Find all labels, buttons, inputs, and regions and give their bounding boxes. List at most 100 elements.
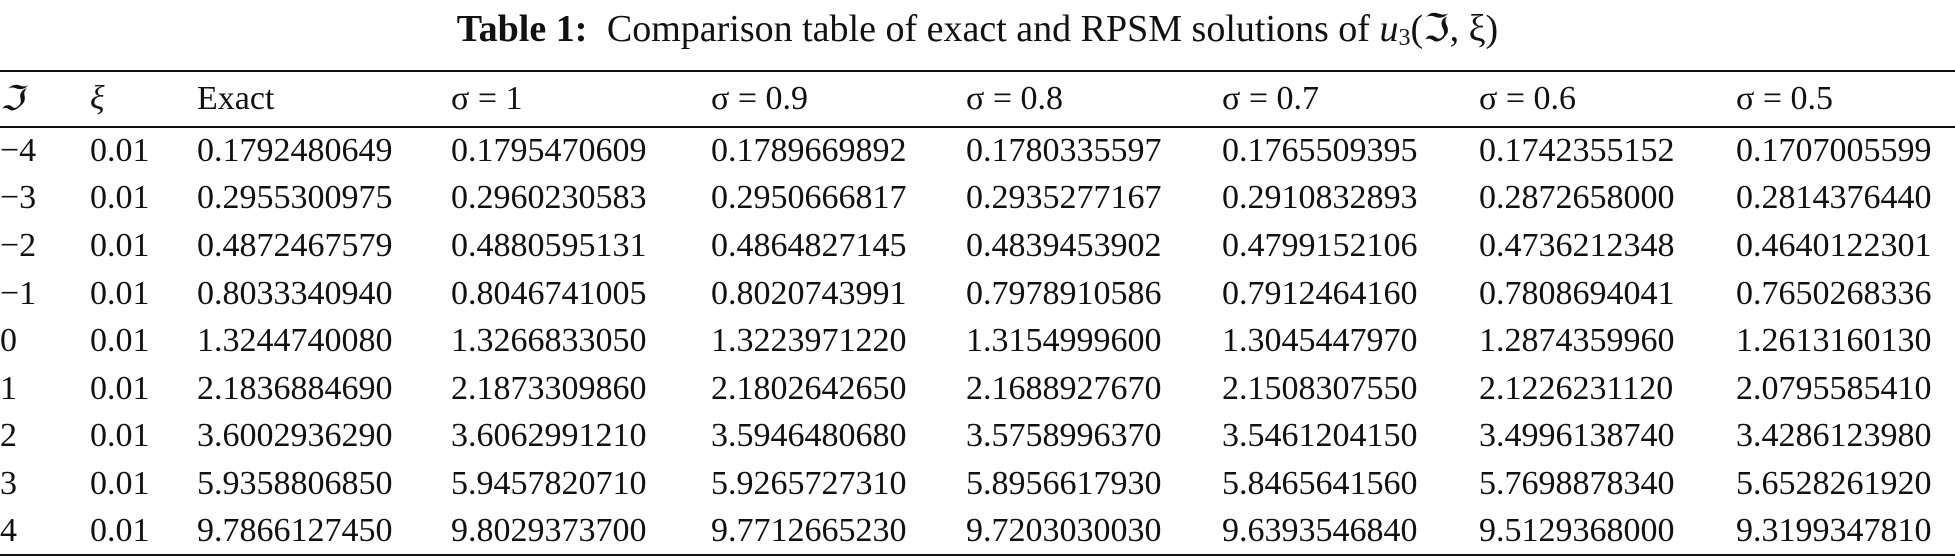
table-cell: 0.4839453902 [966, 226, 1162, 264]
table-cell: 2.1226231120 [1479, 369, 1674, 407]
table-cell: 3.5758996370 [966, 417, 1162, 455]
table-cell: 0.4799152106 [1222, 226, 1418, 264]
header-cell: σ = 0.5 [1736, 80, 1834, 117]
table-cell: 9.7712665230 [711, 512, 907, 550]
table-cell: 1.3266833050 [451, 322, 647, 360]
table-cell: 5.8465641560 [1222, 464, 1418, 502]
table-cell: 0.01 [90, 132, 150, 170]
table-cell: 0.01 [90, 512, 150, 550]
caption-label: Table 1: [456, 8, 588, 50]
table-cell: 2.1508307550 [1222, 369, 1418, 407]
table-cell: 3.5946480680 [711, 417, 907, 455]
table-cell: 9.3199347810 [1736, 512, 1932, 550]
header-cell: ξ [90, 80, 105, 117]
table-cell: 0.01 [90, 274, 150, 312]
table-cell: 0.4880595131 [451, 226, 647, 264]
caption-subscript: 3 [1398, 25, 1411, 51]
table-cell: 0.1780335597 [966, 132, 1162, 170]
table-row: 1 0.01 2.1836884690 2.1873309860 2.180264265… [0, 365, 1955, 413]
table-cell: 4 [0, 512, 17, 550]
table-cell: 1.2874359960 [1479, 322, 1675, 360]
table-cell: 5.9457820710 [451, 464, 647, 502]
table-cell: 0.4640122301 [1736, 226, 1932, 264]
table-row: −3 0.01 0.2955300975 0.2960230583 0.29506668… [0, 175, 1955, 223]
table-cell: 3.6002936290 [197, 417, 393, 455]
table-cell: 0.2950666817 [711, 179, 907, 217]
table-cell: 0.7808694041 [1479, 274, 1675, 312]
table-cell: 0.01 [90, 464, 150, 502]
table-cell: 1.3045447970 [1222, 322, 1418, 360]
table-cell: 3.6062991210 [451, 417, 647, 455]
table-cell: 9.5129368000 [1479, 512, 1675, 550]
table-cell: 0.2910832893 [1222, 179, 1418, 217]
caption-function: u [1379, 8, 1399, 50]
header-cell: σ = 0.7 [1222, 80, 1320, 117]
table-row: 2 0.01 3.6002936290 3.6062991210 3.594648068… [0, 413, 1955, 461]
table-cell: 0.2955300975 [197, 179, 393, 217]
table-cell: 0.8033340940 [197, 274, 393, 312]
table-cell: 5.8956617930 [966, 464, 1162, 502]
table-cell: 2.1688927670 [966, 369, 1162, 407]
table-row: 0 0.01 1.3244740080 1.3266833050 1.322397122… [0, 317, 1955, 365]
table-cell: 0.01 [90, 179, 150, 217]
table-cell: 5.9358806850 [197, 464, 393, 502]
table-cell: 2.1873309860 [451, 369, 647, 407]
table-cell: 0.1789669892 [711, 132, 907, 170]
table-cell: 0.7978910586 [966, 274, 1162, 312]
table-row: 3 0.01 5.9358806850 5.9457820710 5.926572731… [0, 460, 1955, 508]
table-cell: 0.01 [90, 417, 150, 455]
table-cell: 0.4864827145 [711, 226, 907, 264]
table-cell: 5.9265727310 [711, 464, 907, 502]
table-cell: 2.0795585410 [1736, 369, 1932, 407]
table-cell: 0.01 [90, 322, 150, 360]
header-cell: σ = 0.6 [1479, 80, 1577, 117]
table-cell: 2.1802642650 [711, 369, 907, 407]
table-body: −4 0.01 0.1792480649 0.1795470609 0.17896698… [0, 127, 1955, 556]
table-cell: 0.2872658000 [1479, 179, 1675, 217]
table-cell: 5.7698878340 [1479, 464, 1675, 502]
table-cell: 0.8046741005 [451, 274, 647, 312]
header-cell: ℑ [0, 81, 24, 118]
table-cell: 1.3244740080 [197, 322, 393, 360]
table-cell: 0.1765509395 [1222, 132, 1418, 170]
table-cell: 0.1742355152 [1479, 132, 1675, 170]
table-cell: −3 [0, 179, 37, 217]
header-cell: σ = 1 [451, 80, 523, 117]
table-cell: 1.2613160130 [1736, 322, 1932, 360]
table-cell: 0.01 [90, 226, 150, 264]
table-cell: 0.01 [90, 369, 150, 407]
table-cell: 2.1836884690 [197, 369, 393, 407]
table-cell: 3.5461204150 [1222, 417, 1418, 455]
table-cell: 5.6528261920 [1736, 464, 1932, 502]
table-cell: 0.2814376440 [1736, 179, 1932, 217]
table-cell: 0 [0, 322, 17, 360]
table-cell: 9.7866127450 [197, 512, 393, 550]
table-cell: 0.1792480649 [197, 132, 393, 170]
table-cell: −2 [0, 226, 37, 264]
header-cell: σ = 0.9 [711, 80, 809, 117]
table-cell: −1 [0, 274, 37, 312]
table-cell: −4 [0, 132, 37, 170]
table-cell: 0.4872467579 [197, 226, 393, 264]
table-row: −2 0.01 0.4872467579 0.4880595131 0.48648271… [0, 222, 1955, 270]
header-cell: Exact [197, 80, 275, 117]
table-cell: 2 [0, 417, 17, 455]
table-cell: 9.6393546840 [1222, 512, 1418, 550]
table-cell: 0.7912464160 [1222, 274, 1418, 312]
table-row: −1 0.01 0.8033340940 0.8046741005 0.80207439… [0, 270, 1955, 318]
table-cell: 3.4996138740 [1479, 417, 1675, 455]
table-row: −4 0.01 0.1792480649 0.1795470609 0.17896698… [0, 127, 1955, 175]
table-caption: Table 1: Comparison table of exact and R… [0, 2, 1955, 65]
table-cell: 9.8029373700 [451, 512, 647, 550]
table-cell: 3 [0, 464, 17, 502]
table-cell: 0.8020743991 [711, 274, 907, 312]
table-cell: 1.3154999600 [966, 322, 1162, 360]
header-cell: σ = 0.8 [966, 80, 1064, 117]
table-row: 4 0.01 9.7866127450 9.8029373700 9.771266523… [0, 508, 1955, 556]
table-cell: 9.7203030030 [966, 512, 1162, 550]
caption-args: (ℑ, ξ) [1410, 8, 1499, 50]
